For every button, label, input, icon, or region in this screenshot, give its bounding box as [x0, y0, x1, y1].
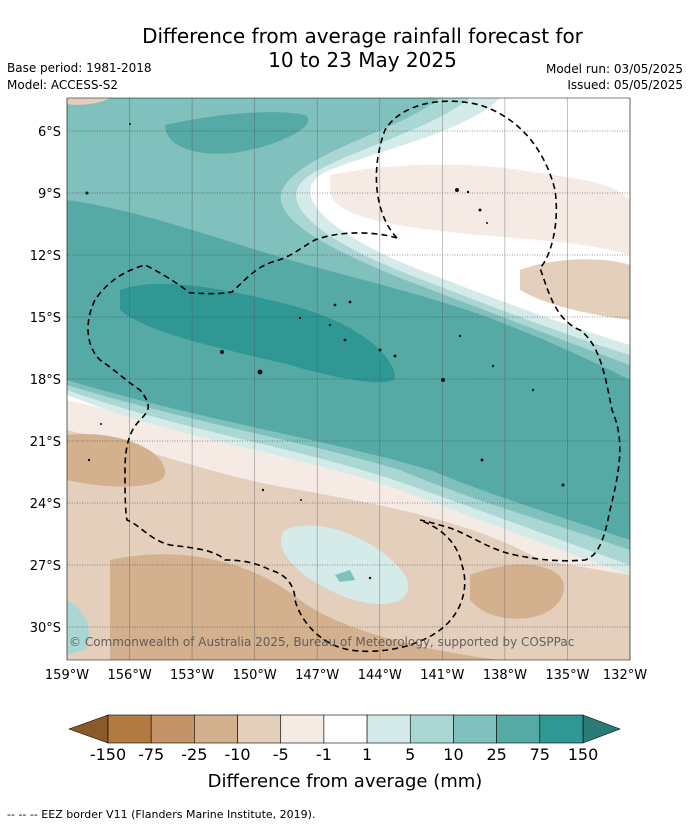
x-tick-153w: 153°W — [170, 668, 214, 683]
model-run-label: Model run: 03/05/2025 — [545, 62, 683, 76]
colorbar-label: -25 — [181, 745, 208, 764]
colorbar-label: -5 — [272, 745, 289, 764]
colorbar — [68, 714, 621, 744]
colorbar-label: 5 — [405, 745, 416, 764]
x-tick-159w: 159°W — [45, 668, 89, 683]
colorbar-segment — [409, 714, 454, 744]
title-line-1: Difference from average rainfall forecas… — [142, 24, 583, 48]
colorbar-over-arrow — [582, 714, 621, 744]
y-tick-12s: 12°S — [30, 249, 61, 264]
y-tick-15s: 15°S — [30, 311, 61, 326]
wet-southwest-corner — [67, 600, 89, 655]
eez-legend-footer: -- -- -- EEZ border V11 (Flanders Marine… — [7, 808, 316, 821]
wet-patch-north — [165, 112, 309, 154]
dry-region-southeast — [470, 564, 564, 619]
dry-region-west — [67, 434, 166, 487]
colorbar-segment — [150, 714, 195, 744]
y-tick-21s: 21°S — [30, 435, 61, 450]
x-tick-labels: 159°W 156°W 153°W 150°W 147°W 144°W 141°… — [45, 668, 647, 683]
islands — [85, 123, 565, 580]
colorbar-segment — [237, 714, 282, 744]
colorbar-label: -1 — [315, 745, 332, 764]
colorbar-label: -10 — [224, 745, 251, 764]
y-tick-9s: 9°S — [38, 187, 61, 202]
dry-northwest-corner — [67, 98, 110, 105]
rainfall-anomaly-field — [67, 98, 630, 660]
colorbar-segment — [496, 714, 541, 744]
wet-band-core — [120, 283, 396, 383]
colorbar-title: Difference from average (mm) — [207, 771, 483, 792]
map-frame — [66, 97, 631, 661]
y-tick-24s: 24°S — [30, 497, 61, 512]
colorbar-label: -75 — [138, 745, 165, 764]
x-tick-135w: 135°W — [545, 668, 589, 683]
y-tick-6s: 6°S — [38, 125, 61, 140]
x-tick-132w: 132°W — [603, 668, 647, 683]
wet-patch-south-core — [335, 570, 355, 582]
colorbar-segment — [107, 714, 152, 744]
colorbar-segment — [453, 714, 497, 744]
colorbar-label: 1 — [361, 745, 373, 764]
x-tick-138w: 138°W — [483, 668, 527, 683]
x-tick-141w: 141°W — [420, 668, 464, 683]
x-tick-150w: 150°W — [233, 668, 277, 683]
title-line-2: 10 to 23 May 2025 — [268, 48, 457, 72]
dry-region-east — [520, 259, 630, 320]
eez-borders — [87, 100, 621, 653]
colorbar-segment — [366, 714, 411, 744]
colorbar-segment — [323, 714, 368, 744]
dry-region-south-3 — [110, 554, 500, 660]
colorbar-segment — [194, 714, 238, 744]
y-tick-30s: 30°S — [30, 621, 61, 636]
colorbar-label: 10 — [443, 745, 464, 764]
colorbar-label: -150 — [89, 745, 127, 764]
x-tick-147w: 147°W — [295, 668, 339, 683]
model-label: Model: ACCESS-S2 — [7, 78, 119, 92]
colorbar-under-arrow — [68, 714, 109, 744]
x-tick-144w: 144°W — [358, 668, 402, 683]
colorbar-label: 75 — [529, 745, 550, 764]
y-tick-18s: 18°S — [30, 373, 61, 388]
colorbar-label: 25 — [486, 745, 507, 764]
colorbar-segment — [539, 714, 584, 744]
x-tick-156w: 156°W — [108, 668, 152, 683]
colorbar-label: 150 — [567, 745, 599, 764]
colorbar-segment — [280, 714, 325, 744]
y-tick-27s: 27°S — [30, 559, 61, 574]
issued-label: Issued: 05/05/2025 — [567, 78, 683, 92]
copyright-text: © Commonwealth of Australia 2025, Bureau… — [69, 635, 574, 649]
north-strip — [560, 98, 630, 150]
base-period-label: Base period: 1981-2018 — [7, 61, 152, 75]
y-tick-labels: 6°S 9°S 12°S 15°S 18°S 21°S 24°S 27°S 30… — [30, 125, 61, 636]
